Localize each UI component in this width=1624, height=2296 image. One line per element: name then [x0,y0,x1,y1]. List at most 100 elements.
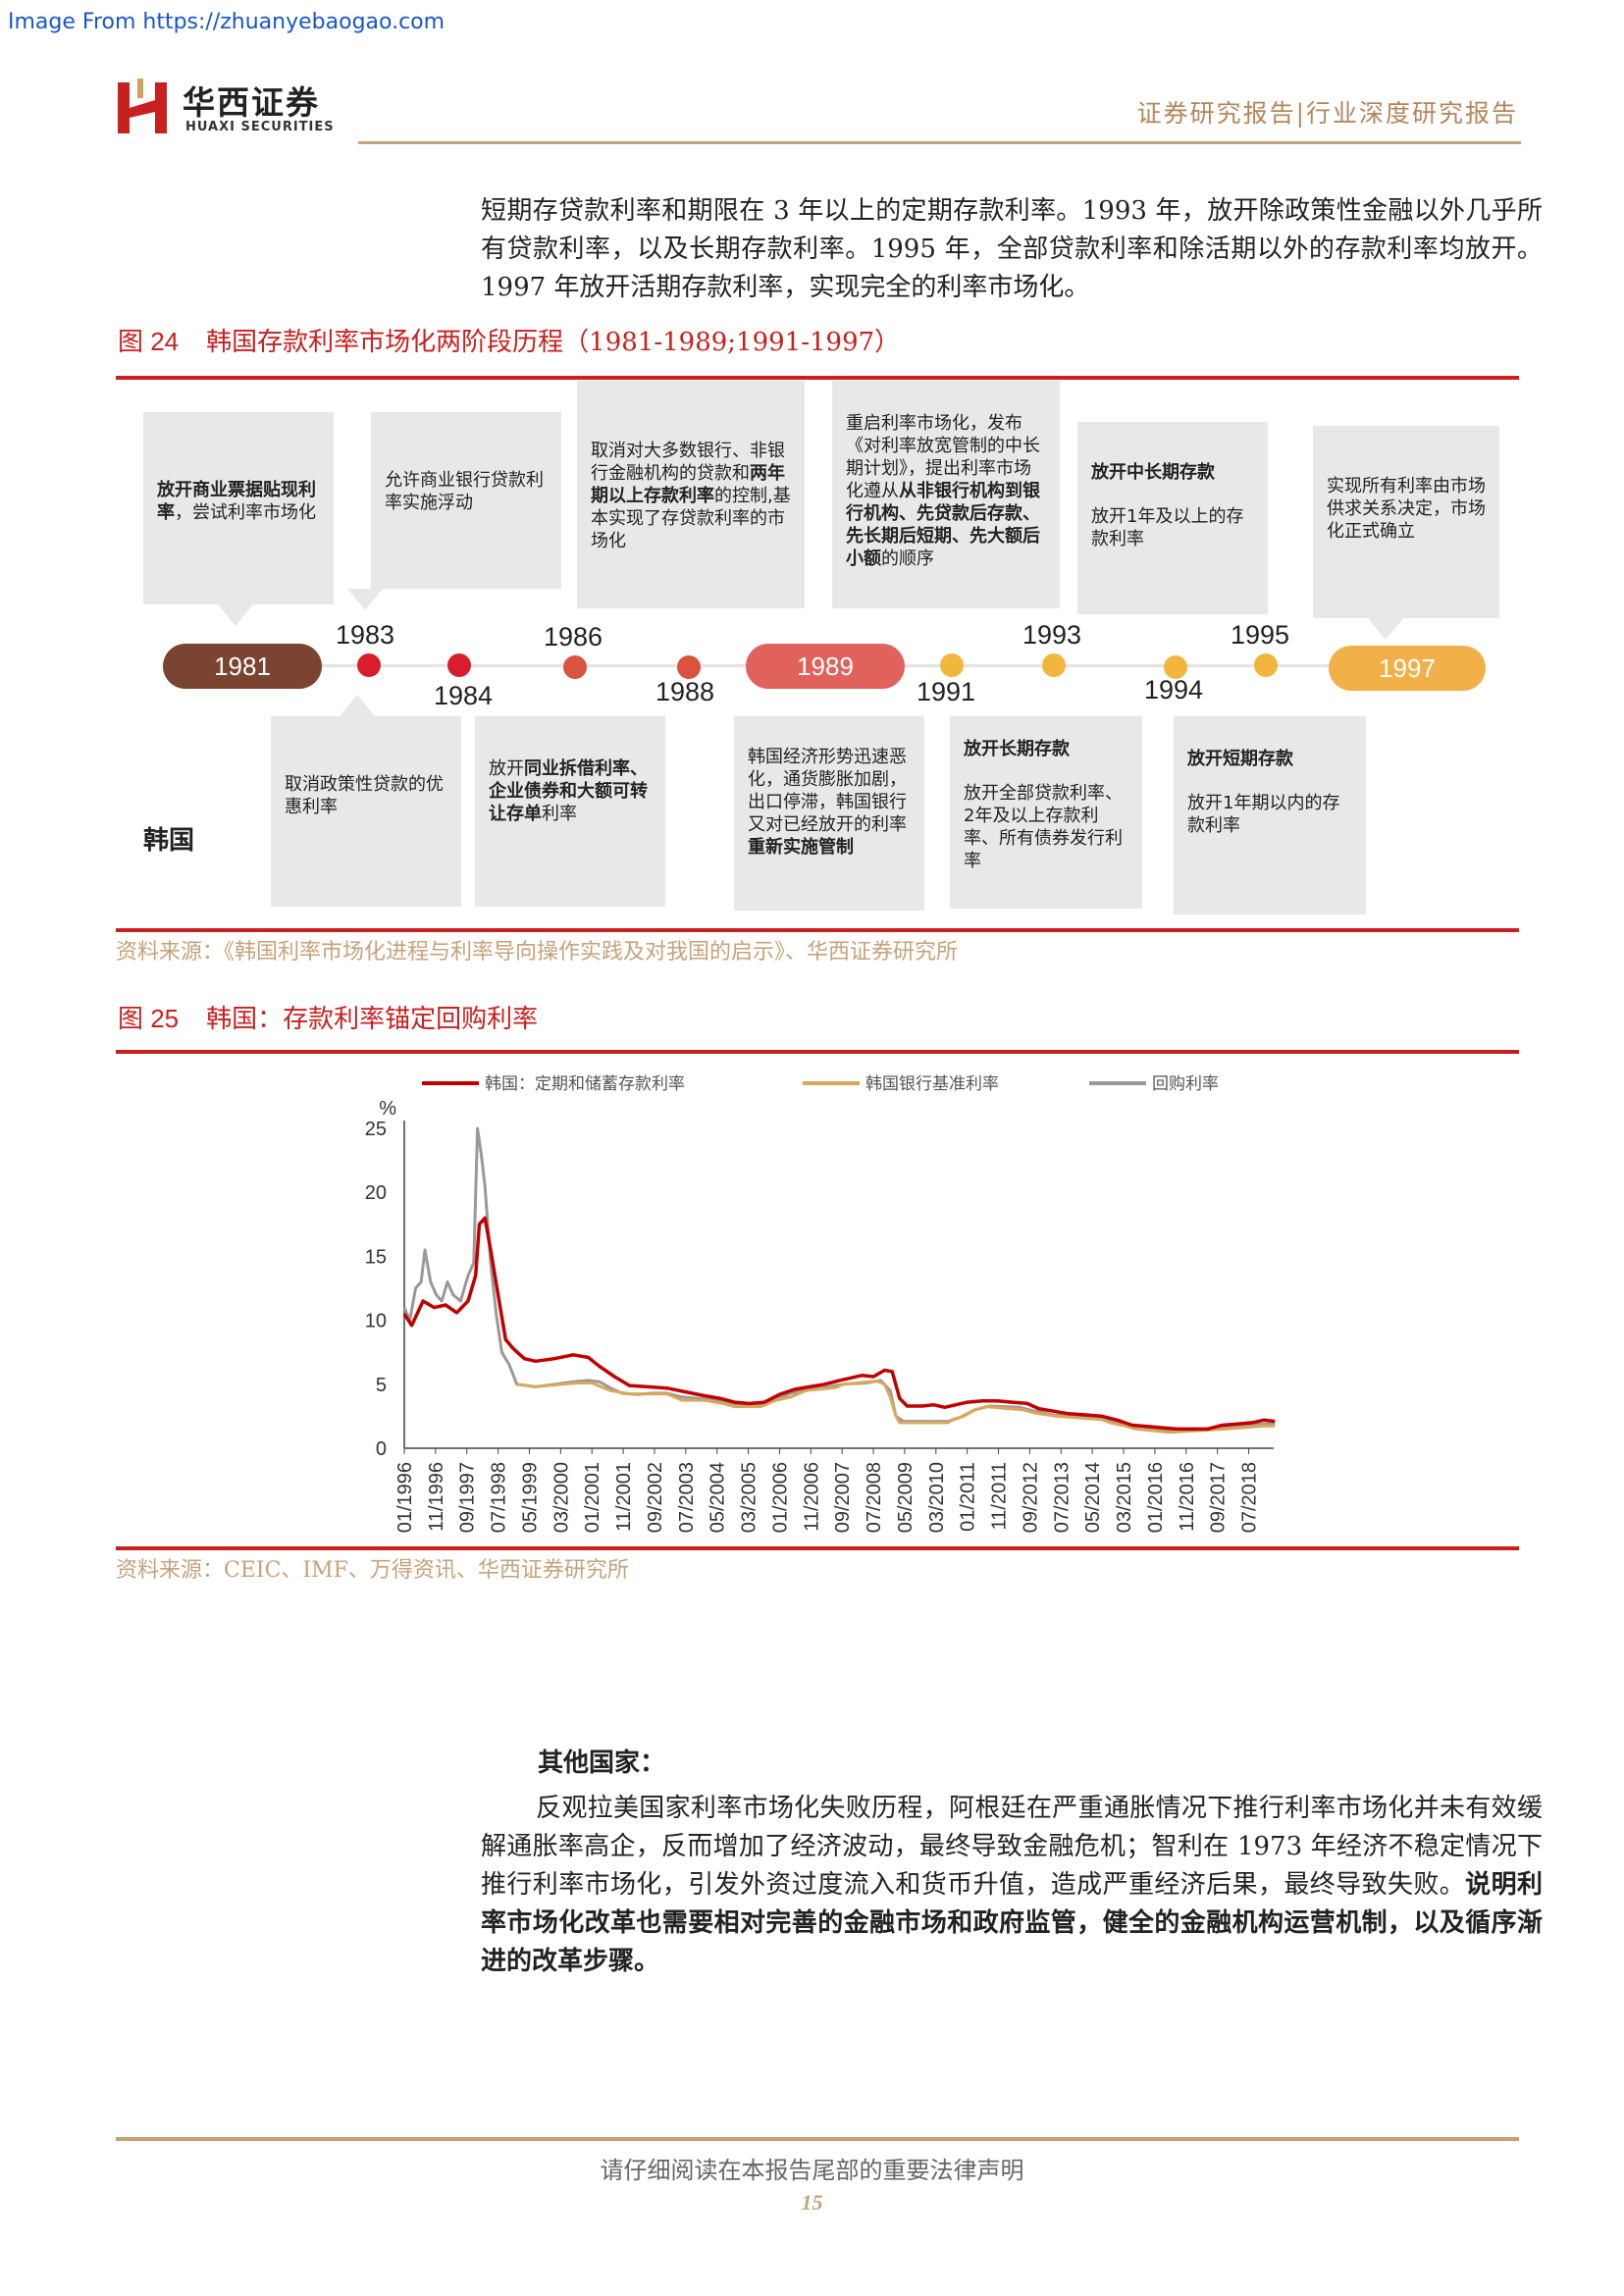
y-tick-label: 15 [365,1246,387,1268]
year-pill-1997: 1997 [1329,646,1486,691]
other-countries-conclusion: 说明利率市场化改革也需要相对完善的金融市场和政府监管，健全的金融机构运营机制，以… [481,1870,1543,1976]
timeline-dot-1995 [1254,653,1278,677]
box-1993-text: 放开1年及以上的存款利率 [1091,506,1244,549]
country-label: 韩国 [143,826,195,856]
year-1995: 1995 [1231,620,1290,650]
x-tick-label: 09/1997 [457,1462,479,1533]
header-divider [358,141,1521,144]
year-1991: 1991 [917,677,976,706]
x-tick-label: 03/2010 [926,1462,948,1533]
x-tick-label: 07/2013 [1051,1462,1073,1533]
box-1994-title: 放开长期存款 [964,739,1070,759]
box-1997-text: 实现所有利率由市场供求关系决定，市场化正式确立 [1327,476,1486,542]
year-1993: 1993 [1022,620,1082,650]
timeline-box-1981: 放开商业票据贴现利率，尝试利率市场化 [143,412,334,604]
figure24-number: 图 24 [118,327,180,356]
box-1986-bold: 同业拆借利率、企业债券和大额可转让存单 [489,758,648,824]
box-1991-text-a: 重启利率市场化，发布《对利率放宽管制的中长期计划》，提出利率市场化遵从 [846,413,1040,501]
x-tick-label: 11/2011 [989,1462,1011,1530]
footer-divider [116,2137,1519,2141]
figure25-top-rule [116,1050,1519,1054]
box-1984-text: 取消政策性贷款的优惠利率 [285,774,444,817]
timeline-dot-1991 [940,653,964,677]
figure24-source: 资料来源：《韩国利率市场化进程与利率导向操作实践及对我国的启示》、华西证券研究所 [116,940,959,965]
x-tick-label: 07/1998 [489,1462,510,1533]
logo-chinese-name: 华西证券 [183,83,320,122]
box-1995-text: 放开1年期以内的存款利率 [1187,793,1340,836]
intro-paragraph: 短期存贷款利率和期限在 3 年以上的定期存款利率。1993 年，放开除政策性金融… [481,196,1543,302]
timeline-dot-1983 [357,653,381,677]
x-tick-label: 05/2014 [1082,1462,1104,1533]
x-tick-label: 11/1996 [426,1462,447,1532]
other-countries-heading: 其他国家： [538,1748,666,1778]
box-1991-text-b: 的顺序 [881,548,934,569]
year-1988: 1988 [655,677,715,706]
timeline-box-1993: 放开中长期存款 放开1年及以上的存款利率 [1077,422,1268,614]
year-1994: 1994 [1144,675,1204,704]
timeline-box-1988: 取消对大多数银行、非银行金融机构的贷款和两年期以上存款利率的控制,基本实现了存贷… [577,381,805,608]
x-tick-label: 01/2001 [582,1462,603,1533]
x-tick-label: 03/2015 [1114,1462,1135,1533]
box-1986-text-b: 利率 [542,804,577,824]
page-number: 15 [801,2190,823,2215]
x-tick-label: 07/2003 [676,1462,698,1533]
source-url[interactable]: Image From https://zhuanyebaogao.com [8,10,445,34]
timeline-box-1994: 放开长期存款 放开全部贷款利率、2年及以上存款利率、所有债券发行利率 [950,716,1142,909]
timeline-box-1991: 重启利率市场化，发布《对利率放宽管制的中长期计划》，提出利率市场化遵从从非银行机… [832,381,1060,608]
box-1991-bold: 从非银行机构到银行机构、先贷款后存款、先长期后短期、先大额后小额 [846,481,1040,569]
series-line-1 [402,1216,1276,1432]
x-tick-label: 03/2000 [550,1462,572,1533]
figure24-title: 图 24 韩国存款利率市场化两阶段历程（1981-1989;1991-1997） [118,322,900,358]
box-1986-text-a: 放开 [489,758,524,779]
x-tick-label: 07/2008 [864,1462,885,1533]
callout-tail [347,589,383,610]
box-1981-bold: 放开商业票据贴现利率 [157,480,316,523]
box-1988-text-a: 取消对大多数银行、非银行金融机构的贷款和 [591,441,785,484]
callout-tail [1368,618,1403,640]
x-tick-label: 01/2011 [958,1462,979,1532]
timeline-box-1995: 放开短期存款 放开1年期以内的存款利率 [1174,716,1366,914]
other-countries-text: 反观拉美国家利率市场化失败历程，阿根廷在严重通胀情况下推行利率市场化并未有效缓解… [481,1794,1543,1900]
legend-label: 回购利率 [1152,1074,1219,1094]
figure24-title-text: 韩国存款利率市场化两阶段历程（1981-1989;1991-1997） [206,328,901,357]
y-tick-label: 25 [365,1119,387,1140]
year-pill-1989: 1989 [746,644,905,689]
timeline-dot-1994 [1164,655,1187,679]
figure25-title: 图 25 韩国：存款利率锚定回购利率 [118,999,538,1035]
timeline-dot-1984 [447,653,471,677]
x-tick-label: 11/2006 [801,1462,822,1532]
year-1986: 1986 [544,622,603,652]
y-tick-label: 10 [365,1311,387,1332]
series-line-2 [516,1380,1276,1435]
timeline-dot-1988 [677,655,701,679]
figure25-number: 图 25 [118,1004,180,1033]
x-tick-label: 11/2016 [1177,1462,1198,1532]
box-1989-text-a: 韩国经济形势迅速恶化，通货膨胀加剧，出口停滞，韩国银行又对已经放开的利率 [748,747,907,835]
x-tick-label: 09/2017 [1208,1462,1230,1533]
x-tick-label: 11/2001 [613,1462,635,1532]
x-tick-label: 07/2018 [1239,1462,1261,1533]
x-tick-label: 05/2009 [895,1462,917,1533]
figure25-title-text: 韩国：存款利率锚定回购利率 [206,1005,539,1034]
x-tick-label: 01/2016 [1145,1462,1167,1533]
huaxi-logo-icon [116,78,171,135]
box-1993-title: 放开中长期存款 [1091,462,1215,483]
callout-tail [218,604,253,626]
y-tick-label: 20 [365,1182,387,1204]
box-1988-bold: 两年期以上存款利率 [591,463,785,506]
timeline-dot-1993 [1042,653,1066,677]
x-tick-label: 09/2002 [645,1462,666,1533]
callout-tail [340,695,375,716]
x-tick-label: 09/2007 [832,1462,854,1533]
report-type: 证券研究报告|行业深度研究报告 [1136,99,1518,128]
box-1995-title: 放开短期存款 [1187,749,1293,769]
logo-english-name: HUAXI SECURITIES [185,120,335,134]
timeline-box-1997: 实现所有利率由市场供求关系决定，市场化正式确立 [1313,426,1499,618]
legend-label: 韩国：定期和储蓄存款利率 [485,1074,685,1094]
timeline-box-1986: 放开同业拆借利率、企业债券和大额可转让存单利率 [475,716,665,907]
figure25-source: 资料来源：CEIC、IMF、万得资讯、华西证券研究所 [116,1558,629,1583]
timeline-dot-1986 [563,655,587,679]
x-tick-label: 03/2005 [739,1462,760,1533]
timeline-box-1989: 韩国经济形势迅速恶化，通货膨胀加剧，出口停滞，韩国银行又对已经放开的利率重新实施… [734,716,924,911]
box-1983-text: 允许商业银行贷款利率实施浮动 [385,470,544,513]
